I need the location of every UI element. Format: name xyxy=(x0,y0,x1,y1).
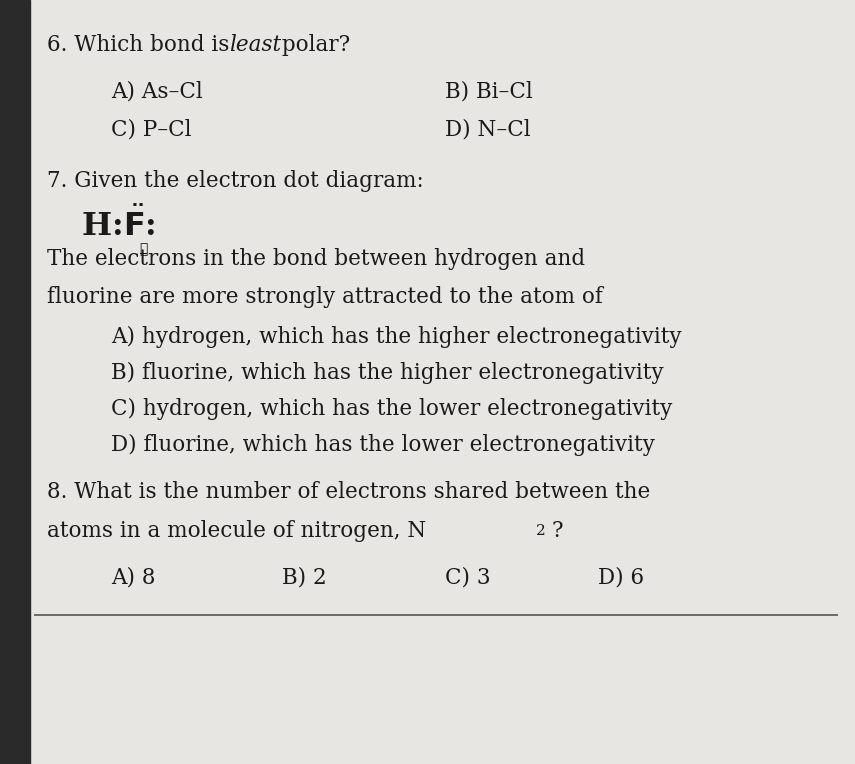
Text: D) 6: D) 6 xyxy=(598,567,645,589)
Text: C) hydrogen, which has the lower electronegativity: C) hydrogen, which has the lower electro… xyxy=(111,398,673,420)
Text: B) Bi–Cl: B) Bi–Cl xyxy=(445,80,533,102)
Text: C) P–Cl: C) P–Cl xyxy=(111,118,192,141)
Text: A) As–Cl: A) As–Cl xyxy=(111,80,203,102)
Text: ?: ? xyxy=(551,520,563,542)
Text: 8. What is the number of electrons shared between the: 8. What is the number of electrons share… xyxy=(47,481,651,503)
Text: least: least xyxy=(229,34,281,57)
Text: polar?: polar? xyxy=(275,34,351,57)
Text: C) 3: C) 3 xyxy=(445,567,490,589)
Text: ⋯: ⋯ xyxy=(139,242,148,256)
Text: A) 8: A) 8 xyxy=(111,567,156,589)
Text: 7. Given the electron dot diagram:: 7. Given the electron dot diagram: xyxy=(47,170,424,192)
Text: A) hydrogen, which has the higher electronegativity: A) hydrogen, which has the higher electr… xyxy=(111,326,681,348)
Bar xyxy=(0,0,30,764)
Text: 2: 2 xyxy=(536,524,545,538)
Text: B) 2: B) 2 xyxy=(282,567,327,589)
Text: The electrons in the bond between hydrogen and: The electrons in the bond between hydrog… xyxy=(47,248,585,270)
Text: D) N–Cl: D) N–Cl xyxy=(445,118,530,141)
Text: D) fluorine, which has the lower electronegativity: D) fluorine, which has the lower electro… xyxy=(111,434,655,456)
Text: 6. Which bond is: 6. Which bond is xyxy=(47,34,236,57)
Text: B) fluorine, which has the higher electronegativity: B) fluorine, which has the higher electr… xyxy=(111,362,663,384)
Text: atoms in a molecule of nitrogen, N: atoms in a molecule of nitrogen, N xyxy=(47,520,427,542)
Text: H:$\ddot{\mathbf{F}}$:: H:$\ddot{\mathbf{F}}$: xyxy=(81,206,156,243)
Text: fluorine are more strongly attracted to the atom of: fluorine are more strongly attracted to … xyxy=(47,286,603,308)
